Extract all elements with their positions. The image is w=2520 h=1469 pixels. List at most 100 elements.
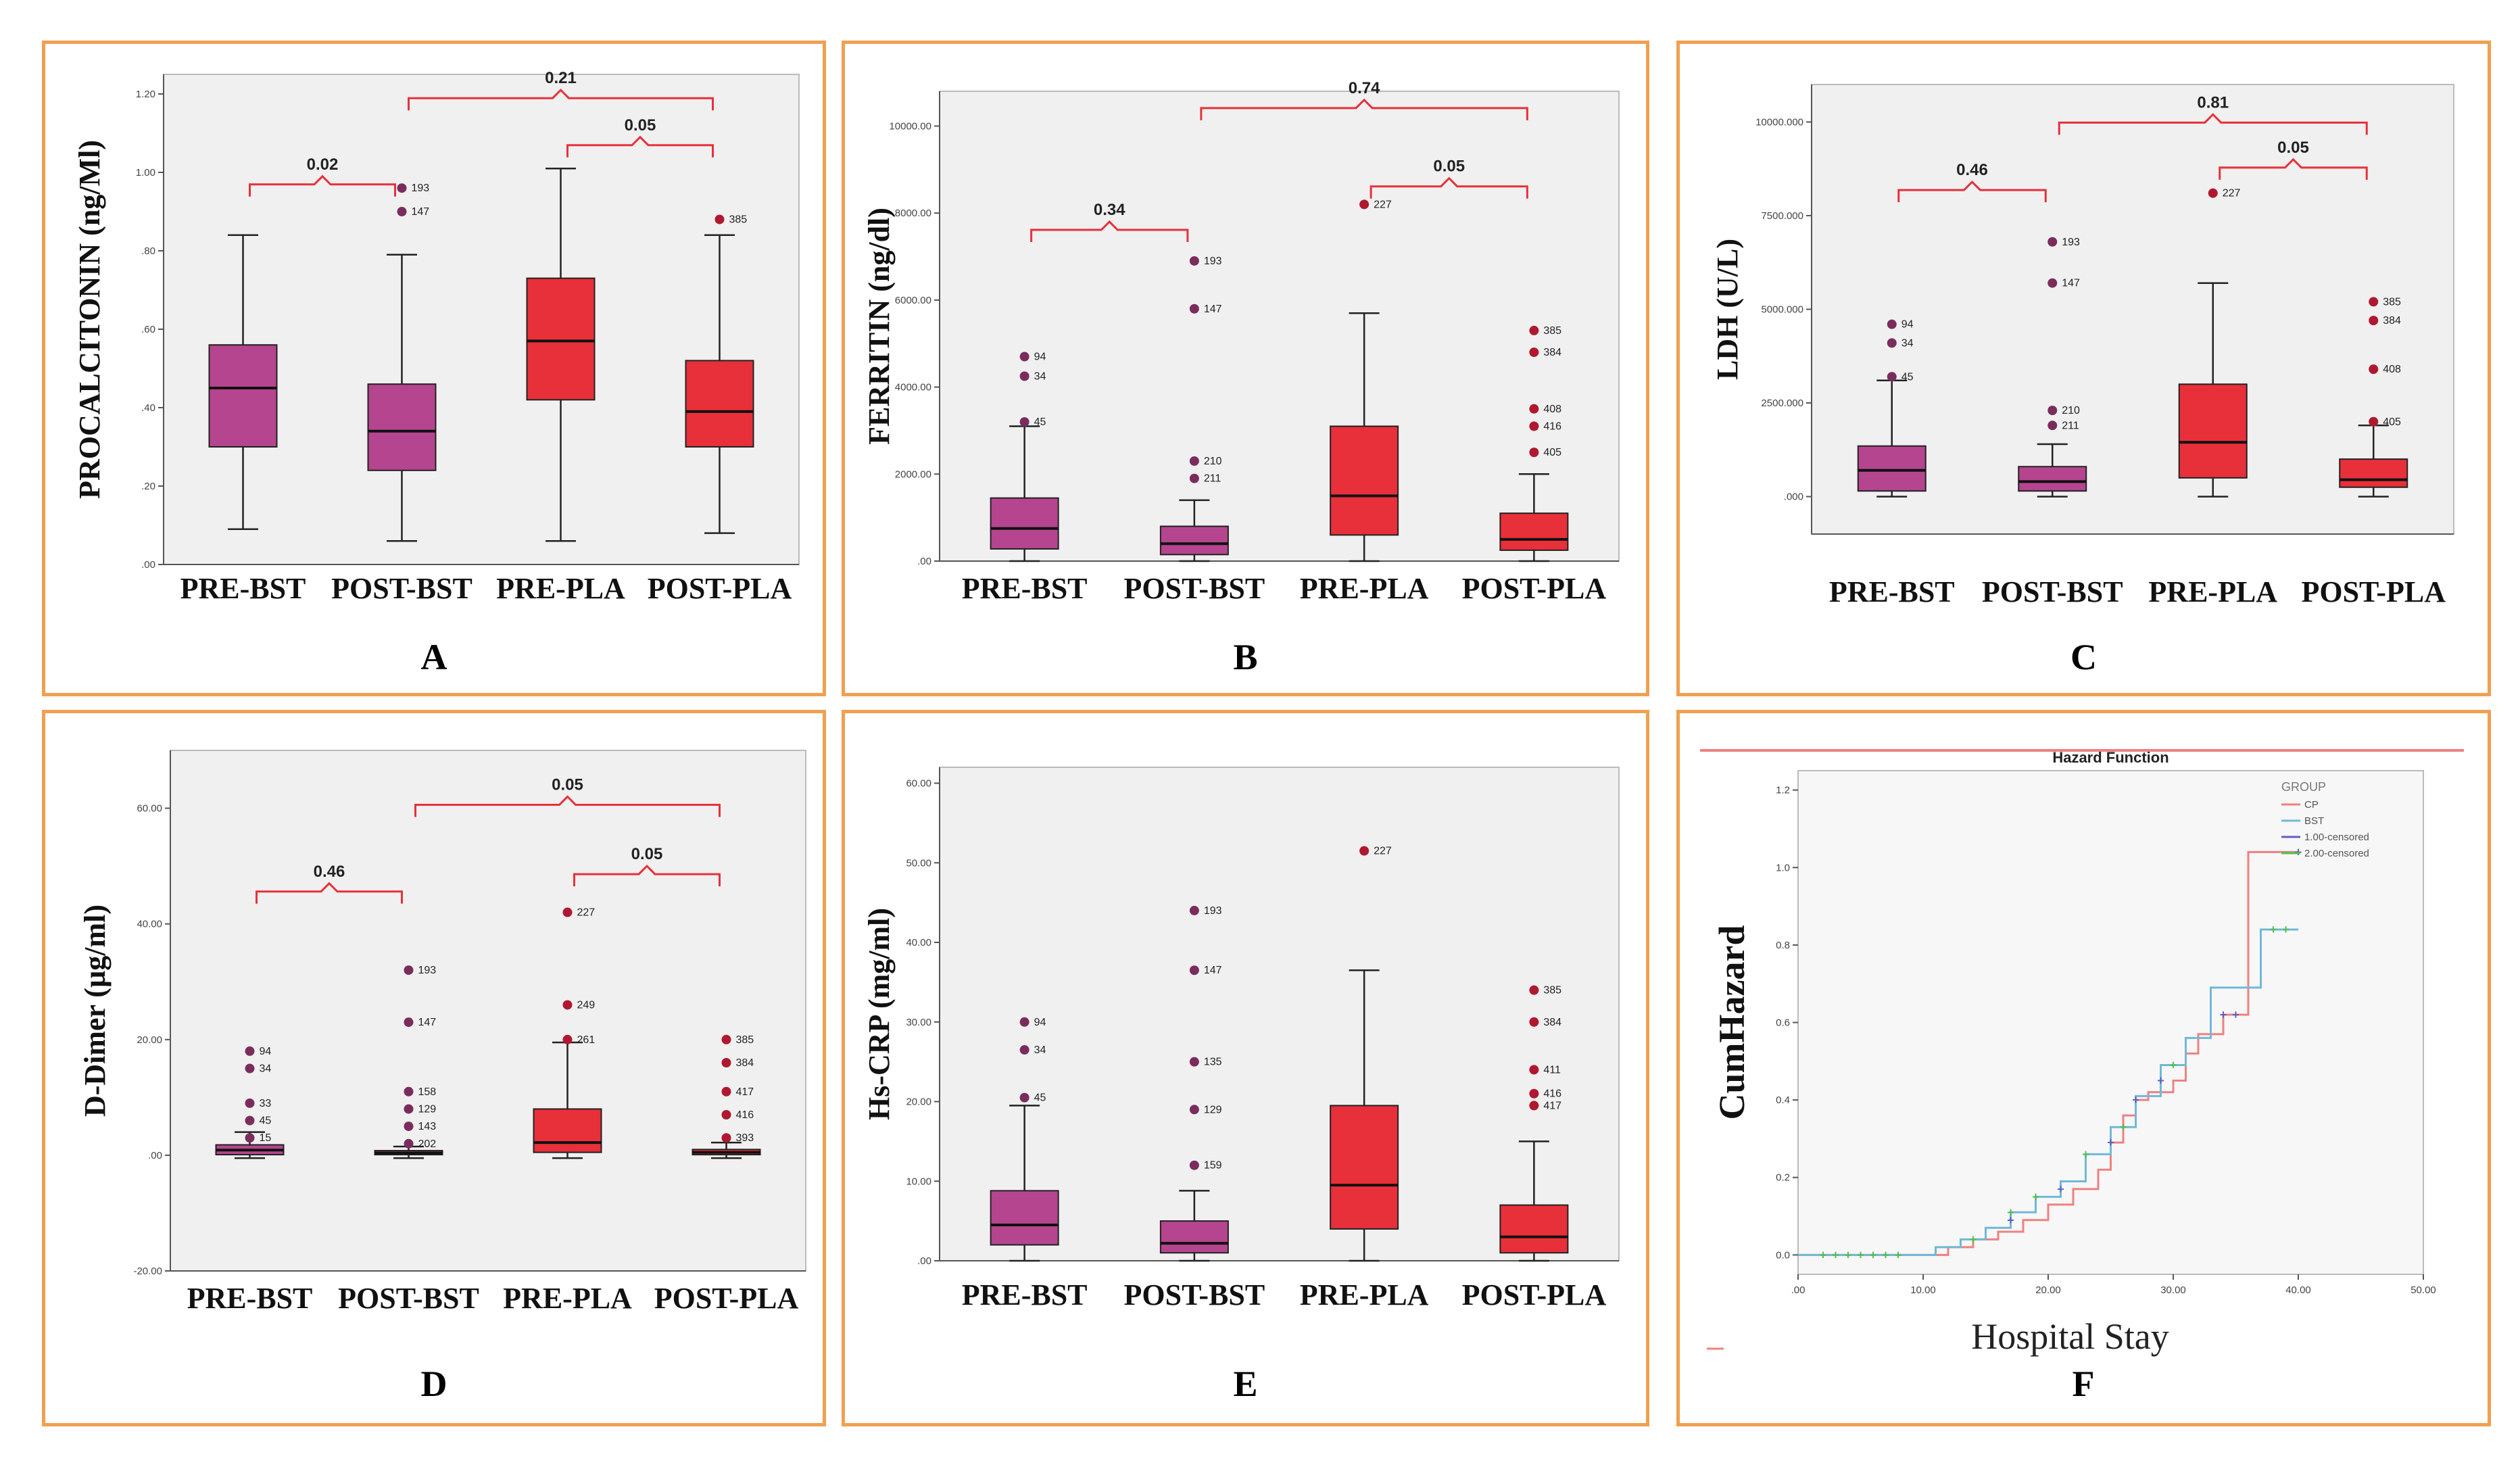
outlier-point [2048, 406, 2058, 416]
outlier-label: 34 [1034, 1044, 1046, 1056]
y-tick-label: .20 [141, 481, 155, 492]
plot-area [939, 767, 1620, 1261]
censored-mark: + [1820, 1248, 1827, 1261]
outlier-label: 147 [1204, 965, 1222, 976]
plot-area [939, 91, 1620, 562]
category-label: PRE-PLA [1300, 572, 1429, 605]
series-line-bst [1798, 928, 2298, 1256]
category-label: PRE-BST [1829, 575, 1955, 608]
outlier-label: 33 [260, 1098, 272, 1109]
outlier-point [1887, 338, 1897, 348]
outlier-point [1529, 985, 1539, 995]
censored-mark: + [2032, 1190, 2039, 1203]
outlier-point [562, 1034, 573, 1044]
outlier-label: 193 [418, 965, 437, 976]
y-axis-label: LDH (U/L) [1711, 239, 1744, 380]
outlier-label: 405 [1543, 447, 1561, 458]
box-0 [990, 1190, 1059, 1246]
plot-area [163, 74, 800, 565]
outlier-label: 45 [1034, 1092, 1046, 1104]
panel-e: .00 10.00 20.00 30.00 40.00 50.00 60.00 Hs-CRP … [842, 710, 1649, 1426]
outlier-point [562, 1000, 573, 1010]
outlier-label: 45 [1034, 416, 1046, 428]
y-tick-label: 30.00 [906, 1017, 931, 1028]
outlier-point [1529, 325, 1539, 335]
y-tick-label: .00 [917, 556, 931, 567]
y-tick-label: .00 [148, 1150, 162, 1161]
outlier-label: 384 [736, 1057, 754, 1069]
y-tick-label: 60.00 [137, 803, 162, 815]
outlier-label: 384 [2383, 315, 2401, 327]
outlier-label: 261 [577, 1034, 596, 1046]
outlier-label: 147 [2062, 278, 2080, 289]
outlier-point [1529, 404, 1539, 414]
pvalue-label: 0.21 [545, 69, 577, 87]
outlier-point [2048, 237, 2058, 247]
outlier-point [2369, 416, 2379, 427]
pvalue-bracket [249, 174, 396, 197]
y-tick-label: 60.00 [906, 778, 931, 790]
y-tick-label: 20.00 [906, 1097, 931, 1108]
category-label: PRE-PLA [1300, 1278, 1429, 1311]
plot-area [1797, 770, 2424, 1275]
pvalue-bracket [1370, 176, 1528, 199]
legend-entry: CP [2304, 799, 2319, 811]
outlier-label: 147 [1204, 304, 1222, 315]
y-tick-label: 7500.000 [1761, 210, 1803, 222]
outlier-point [714, 214, 725, 224]
category-label: POST-PLA [1462, 1278, 1607, 1311]
pvalue-label: 0.46 [1956, 161, 1988, 179]
outlier-label: 393 [736, 1132, 754, 1144]
y-tick-label: 2000.00 [895, 468, 931, 480]
x-tick-label: 20.00 [2035, 1284, 2061, 1296]
outlier-point [1189, 905, 1199, 915]
censored-mark: + [2120, 1120, 2127, 1134]
box-2 [526, 277, 596, 401]
legend-title: GROUP [2281, 780, 2326, 794]
censored-mark: + [2082, 1147, 2089, 1161]
censored-mark: + [1870, 1248, 1877, 1261]
y-tick-label: 1.00 [136, 167, 155, 178]
outlier-point [1529, 1101, 1539, 1111]
outlier-label: 159 [1204, 1160, 1222, 1172]
outlier-point [1359, 199, 1370, 210]
outlier-label: 416 [1543, 1088, 1561, 1100]
outlier-point [404, 1017, 414, 1028]
outlier-point [1019, 1092, 1029, 1103]
box-3 [2339, 458, 2408, 488]
y-tick-label: 40.00 [137, 919, 162, 930]
y-tick-label: 1.2 [1776, 785, 1790, 796]
outlier-label: 158 [418, 1086, 437, 1098]
outlier-point [1189, 1160, 1199, 1170]
outlier-point [1189, 304, 1199, 314]
censored-mark: + [1882, 1248, 1889, 1261]
outlier-point [404, 1104, 414, 1114]
box-2 [1330, 425, 1399, 536]
outlier-label: 417 [736, 1086, 754, 1098]
x-tick-label: 40.00 [2285, 1284, 2311, 1296]
y-tick-label: .00 [917, 1255, 931, 1267]
y-tick-label: 1.20 [136, 89, 155, 100]
outlier-point [1529, 1017, 1539, 1027]
outlier-point [1529, 1065, 1539, 1075]
box-3 [1499, 1204, 1569, 1254]
outlier-label: 135 [1204, 1057, 1222, 1068]
outlier-point [1529, 347, 1539, 358]
outlier-label: 227 [1374, 846, 1392, 857]
y-axis-label: Hs-CRP (mg/ml) [863, 908, 896, 1120]
chart-f: Hazard Function 0.0 0.2 0.4 0.6 0.8 1.0 1.2 .00 1… [1700, 749, 2464, 1404]
outlier-point [1359, 846, 1370, 856]
outlier-label: 384 [1543, 1017, 1561, 1028]
y-tick-label: 50.00 [906, 857, 931, 869]
box-0 [208, 344, 278, 448]
box-2 [533, 1108, 602, 1153]
outlier-point [2048, 420, 2058, 431]
pvalue-label: 0.34 [1094, 201, 1125, 219]
outlier-label: 210 [2062, 405, 2080, 416]
category-label: PRE-BST [187, 1282, 313, 1315]
outlier-point [1529, 1088, 1539, 1099]
outlier-label: 385 [2383, 296, 2401, 308]
censored-mark: + [2282, 923, 2289, 936]
outlier-label: 385 [736, 1034, 754, 1046]
outlier-label: 193 [1204, 905, 1222, 917]
